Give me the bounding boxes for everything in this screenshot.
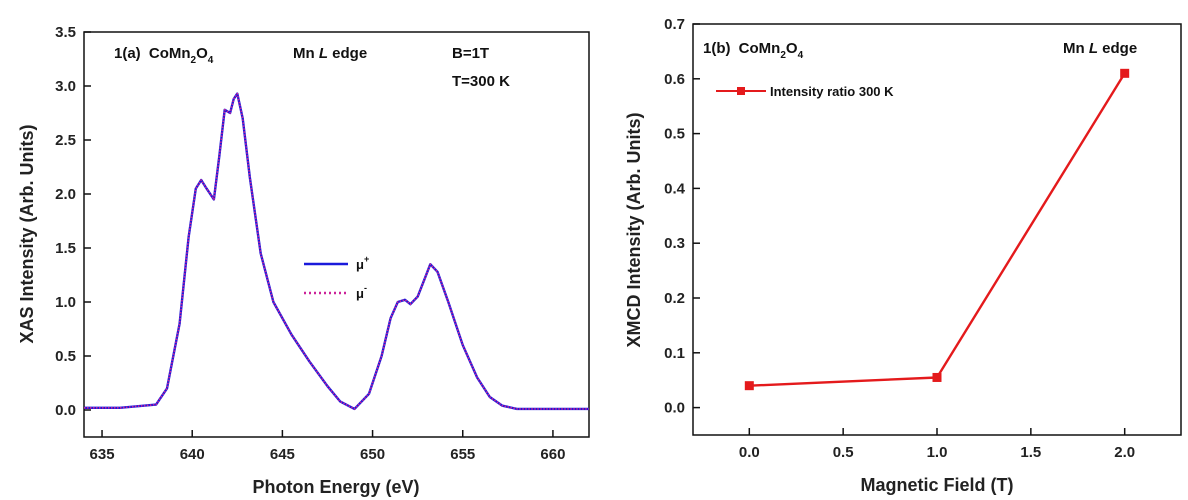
x-tick-label: 645 (270, 446, 295, 463)
legend-label-mu-minus: μ- (356, 283, 367, 301)
y-tick-label: 0.0 (664, 400, 685, 417)
y-tick-label: 0.1 (664, 345, 685, 362)
legend-label-mu-plus: μ+ (356, 254, 369, 272)
panel-a-xlabel: Photon Energy (eV) (252, 477, 419, 497)
panel-a-ticks: 635 640 645 650 655 660 0.0 0.5 1.0 1.5 2.0 2.5 3.0 3… (55, 24, 565, 463)
y-tick-label: 0.2 (664, 290, 685, 307)
y-tick-label: 0.5 (55, 348, 76, 365)
panel-a-series (84, 92, 589, 411)
panel-a-edge-label: Mn L edge (293, 45, 367, 62)
data-point (932, 372, 942, 382)
panel-b-edge-label: Mn L edge (1063, 40, 1137, 57)
x-tick-label: 0.5 (833, 444, 854, 461)
panel-b-ylabel: XMCD Intensity (Arb. Units) (624, 112, 644, 347)
panel-b-legend: Intensity ratio 300 K (716, 84, 894, 99)
data-point (1120, 68, 1130, 78)
y-tick-label: 0.0 (55, 402, 76, 419)
panel-b-series (744, 68, 1130, 391)
panel-b-label: 1(b) CoMn2O4 (703, 40, 804, 61)
panel-b-xlabel: Magnetic Field (T) (861, 475, 1014, 495)
x-tick-label: 660 (540, 446, 565, 463)
y-tick-label: 0.4 (664, 180, 686, 197)
data-point (744, 381, 754, 391)
x-tick-label: 635 (90, 446, 115, 463)
y-tick-label: 1.0 (55, 294, 76, 311)
series-line-1 (84, 92, 589, 410)
panel-b: 0.0 0.5 1.0 1.5 2.00.00.10.20.30.40.50.60.7 … (624, 16, 1182, 495)
y-tick-label: 0.3 (664, 235, 685, 252)
x-tick-label: 650 (360, 446, 385, 463)
y-tick-label: 0.5 (664, 126, 685, 143)
x-tick-label: 655 (450, 446, 475, 463)
series-line-0 (84, 92, 589, 411)
series-line-0 (749, 72, 1126, 387)
x-tick-label: 1.0 (927, 444, 948, 461)
legend-label-intensity-ratio: Intensity ratio 300 K (770, 84, 894, 99)
y-tick-label: 0.7 (664, 16, 685, 33)
panel-a-temp-label: T=300 K (452, 73, 510, 90)
panel-a-ylabel: XAS Intensity (Arb. Units) (17, 124, 37, 343)
panel-a-legend: μ+ μ- (304, 254, 369, 301)
y-tick-label: 3.0 (55, 78, 76, 95)
y-tick-label: 2.5 (55, 132, 76, 149)
x-tick-label: 1.5 (1020, 444, 1041, 461)
panel-a-label: 1(a) CoMn2O4 (114, 45, 214, 66)
panel-a: 635 640 645 650 655 660 0.0 0.5 1.0 1.5 2.0 2.5 3.0 3… (17, 24, 590, 497)
plot-a-frame (83, 31, 590, 438)
y-tick-label: 3.5 (55, 24, 76, 41)
x-tick-label: 640 (180, 446, 205, 463)
panel-b-ticks: 0.0 0.5 1.0 1.5 2.0 0.0 0.1 0.2 0.3 0.4 0.5 0.6 0.7 (664, 16, 1135, 461)
y-tick-label: 0.6 (664, 71, 685, 88)
y-tick-label: 2.0 (55, 186, 76, 203)
y-tick-label: 1.5 (55, 240, 76, 257)
x-tick-label: 0.0 (739, 444, 760, 461)
x-tick-label: 2.0 (1114, 444, 1135, 461)
legend-marker-intensity-ratio (737, 87, 745, 95)
panel-a-field-label: B=1T (452, 45, 489, 62)
